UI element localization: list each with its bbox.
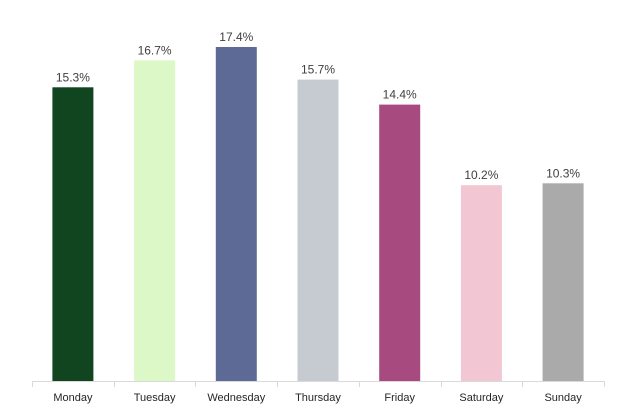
- bar-saturday: [460, 185, 502, 381]
- tick-label-saturday: Saturday: [459, 392, 504, 404]
- tick-label-sunday: Sunday: [544, 392, 582, 404]
- bar-sunday: [542, 183, 584, 381]
- x-axis-tick-labels: Monday Tuesday Wednesday Thursday Friday Satu…: [53, 392, 582, 404]
- tick-label-tuesday: Tuesday: [134, 392, 176, 404]
- value-label-wednesday: 17.4%: [219, 30, 253, 44]
- tick-label-thursday: Thursday: [295, 392, 341, 404]
- bar-thursday: [297, 79, 339, 381]
- bars-group: [52, 47, 584, 382]
- bar-monday: [52, 87, 94, 382]
- tick-label-monday: Monday: [53, 392, 93, 404]
- value-label-friday: 14.4%: [383, 88, 417, 102]
- value-label-sunday: 10.3%: [546, 166, 580, 180]
- tick-label-friday: Friday: [384, 392, 415, 404]
- value-label-tuesday: 16.7%: [138, 43, 172, 57]
- bar-tuesday: [134, 60, 176, 382]
- value-label-monday: 15.3%: [56, 70, 90, 84]
- bar-wednesday: [215, 47, 257, 381]
- bar-friday: [379, 104, 421, 381]
- value-labels-group: 15.3% 16.7% 17.4% 15.7% 14.4% 10.2% 10.3%: [56, 30, 581, 182]
- value-label-thursday: 15.7%: [301, 63, 335, 77]
- x-axis-ticks: [32, 381, 605, 387]
- tick-label-wednesday: Wednesday: [207, 392, 265, 404]
- value-label-saturday: 10.2%: [464, 168, 498, 182]
